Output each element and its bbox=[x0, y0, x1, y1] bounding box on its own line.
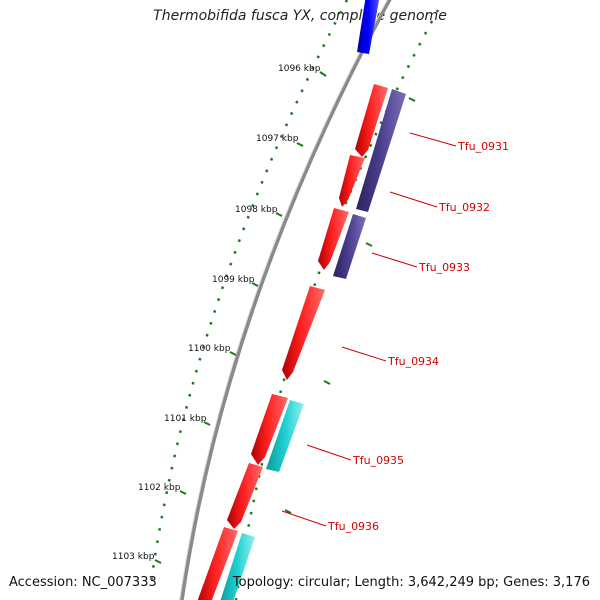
tick-mark-outer-4 bbox=[284, 509, 292, 514]
leader-tfu-0935 bbox=[306, 444, 352, 461]
cds-arrow-6[interactable] bbox=[227, 463, 263, 529]
tick-label-1099: 1099 kbp bbox=[212, 275, 255, 285]
cds-arrow-4[interactable] bbox=[282, 286, 325, 380]
tick-mark-1103 bbox=[154, 559, 162, 564]
reverse-cds-track bbox=[333, 89, 406, 279]
leader-tfu-0934 bbox=[341, 346, 387, 362]
gene-label-tfu-0932[interactable]: Tfu_0932 bbox=[438, 201, 490, 214]
cds-arrow-3[interactable] bbox=[318, 208, 349, 270]
tick-mark-1100 bbox=[229, 351, 237, 356]
tick-mark-outer-2 bbox=[365, 242, 373, 247]
leader-tfu-0933 bbox=[371, 252, 418, 268]
cds-reverse-1[interactable] bbox=[356, 89, 406, 212]
leader-tfu-0931 bbox=[409, 132, 457, 147]
tick-mark-1101 bbox=[203, 421, 211, 426]
tick-label-1096: 1096 kbp bbox=[278, 64, 321, 74]
gene-label-leaders bbox=[281, 132, 457, 527]
tick-mark-1099 bbox=[251, 282, 259, 287]
cds-reverse-2[interactable] bbox=[333, 214, 366, 279]
forward-cds-track bbox=[196, 84, 388, 600]
gene-label-tfu-0934[interactable]: Tfu_0934 bbox=[387, 355, 439, 368]
cds-arrow-7[interactable] bbox=[196, 527, 238, 600]
rna-track bbox=[219, 400, 304, 600]
leader-tfu-0936 bbox=[281, 510, 327, 527]
tick-label-1101: 1101 kbp bbox=[164, 414, 207, 424]
tick-mark-1096 bbox=[319, 71, 327, 77]
tick-mark-1097 bbox=[296, 142, 304, 147]
cds-arrow-1[interactable] bbox=[355, 84, 388, 157]
tick-mark-1098 bbox=[275, 212, 283, 217]
gene-label-tfu-0935[interactable]: Tfu_0935 bbox=[352, 454, 404, 467]
gene-label-tfu-0933[interactable]: Tfu_0933 bbox=[418, 261, 470, 274]
cds-arrow-5[interactable] bbox=[251, 394, 288, 465]
tick-label-1102: 1102 kbp bbox=[138, 483, 181, 493]
gene-label-tfu-0936[interactable]: Tfu_0936 bbox=[327, 520, 379, 533]
rna-feature-2[interactable] bbox=[219, 533, 255, 600]
cds-arrow-2[interactable] bbox=[339, 155, 365, 207]
tick-label-1100: 1100 kbp bbox=[188, 344, 231, 354]
genome-backbone bbox=[179, 0, 392, 600]
tick-label-1103: 1103 kbp bbox=[112, 552, 155, 562]
leader-tfu-0932 bbox=[389, 191, 438, 208]
tick-label-1097: 1097 kbp bbox=[256, 134, 299, 144]
genome-summary: Topology: circular; Length: 3,642,249 bp… bbox=[232, 575, 590, 590]
gene-label-tfu-0931[interactable]: Tfu_0931 bbox=[457, 140, 509, 153]
accession-label: Accession: NC_007333 bbox=[9, 575, 157, 590]
upstream-feature[interactable] bbox=[357, 0, 380, 54]
tick-mark-outer-1 bbox=[408, 97, 416, 102]
genome-backbone-highlight bbox=[179, 0, 388, 600]
tick-mark-1102 bbox=[179, 490, 187, 495]
tick-mark-outer-3 bbox=[323, 380, 331, 385]
tick-label-1098: 1098 kbp bbox=[235, 205, 278, 215]
major-ticks bbox=[154, 71, 416, 564]
rna-feature-1[interactable] bbox=[266, 400, 304, 472]
